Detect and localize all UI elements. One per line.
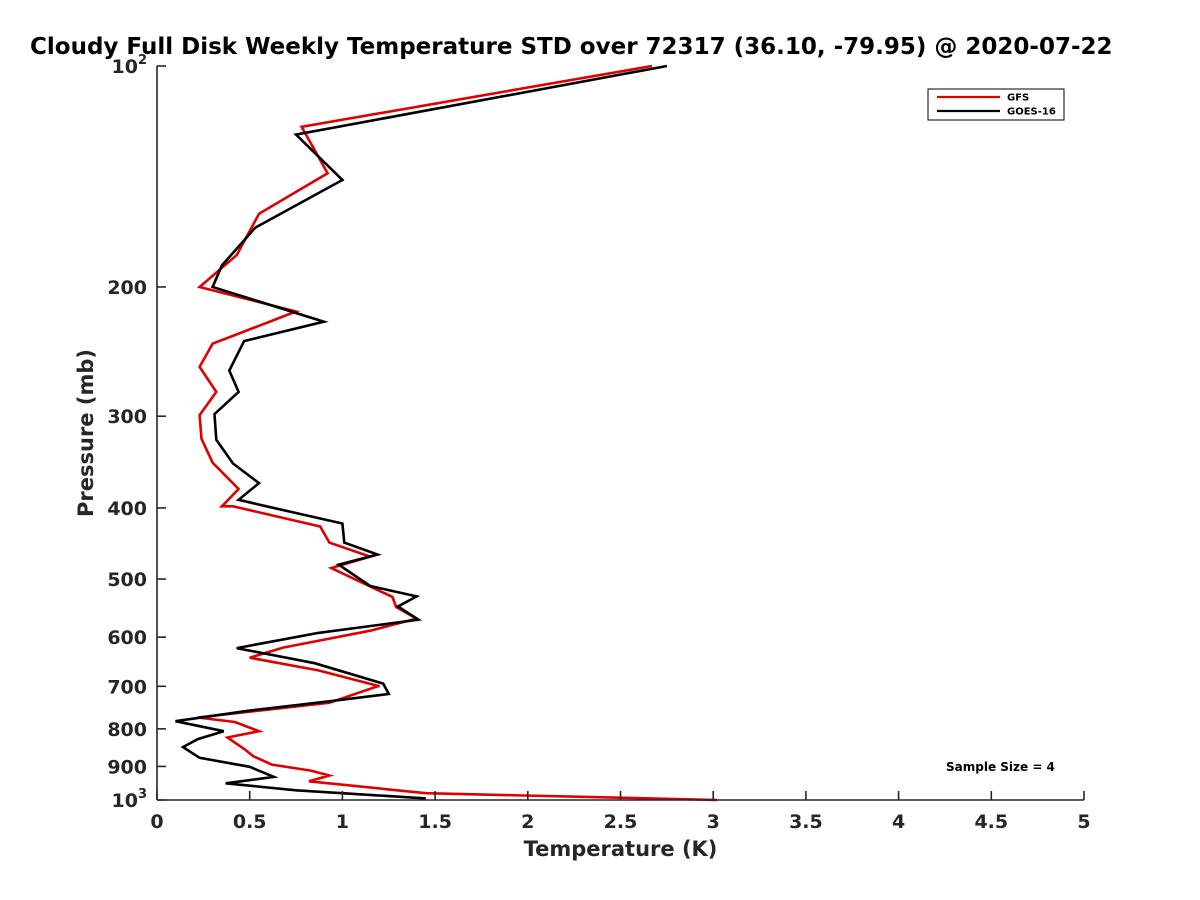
legend-label-gfs: GFS <box>1007 93 1029 104</box>
series-line-gfs <box>196 64 717 802</box>
x-tick-label: 4.5 <box>974 811 1008 833</box>
series-layer <box>175 64 717 802</box>
x-tick-label: 3.5 <box>789 811 823 833</box>
y-tick-label: 102 <box>112 53 148 78</box>
x-tick-label: 5 <box>1077 811 1090 833</box>
legend-box <box>927 88 1065 121</box>
x-tick-label: 0.5 <box>233 811 267 833</box>
series-line-goes-16 <box>175 64 668 800</box>
sample-size-annotation: Sample Size = 4 <box>946 760 1055 774</box>
y-tick-label: 600 <box>107 627 147 649</box>
x-tick-label: 1.5 <box>418 811 452 833</box>
legend: GFS GOES-16 <box>927 88 1065 121</box>
legend-entry-gfs: GFS <box>937 93 1029 104</box>
x-tick-label: 4 <box>892 811 905 833</box>
axes-layer <box>156 65 1085 801</box>
y-tick-label: 700 <box>107 676 147 698</box>
y-tick-label: 400 <box>107 498 147 520</box>
legend-entry-goes-16: GOES-16 <box>937 107 1056 118</box>
y-tick-label: 800 <box>107 719 147 741</box>
x-axis-label: Temperature (K) <box>524 837 718 861</box>
x-tick-label: 0 <box>150 811 163 833</box>
legend-label-goes-16: GOES-16 <box>1007 107 1056 118</box>
chart-title: Cloudy Full Disk Weekly Temperature STD … <box>30 34 1113 60</box>
x-tick-label: 3 <box>707 811 720 833</box>
y-tick-labels: 102 200 300 400 500 600 700 800 900 103 <box>107 53 147 812</box>
y-tick-label: 300 <box>107 406 147 428</box>
y-axis-label: Pressure (mb) <box>74 349 98 517</box>
y-tick-label: 200 <box>107 277 147 299</box>
x-tick-label: 1 <box>336 811 349 833</box>
y-tick-label: 500 <box>107 569 147 591</box>
x-tick-label: 2.5 <box>604 811 638 833</box>
y-tick-label: 900 <box>107 756 147 778</box>
x-tick-labels: 0 0.5 1 1.5 2 2.5 3 3.5 4 4.5 5 <box>150 811 1090 833</box>
y-tick-label: 103 <box>112 787 148 812</box>
x-tick-label: 2 <box>521 811 534 833</box>
